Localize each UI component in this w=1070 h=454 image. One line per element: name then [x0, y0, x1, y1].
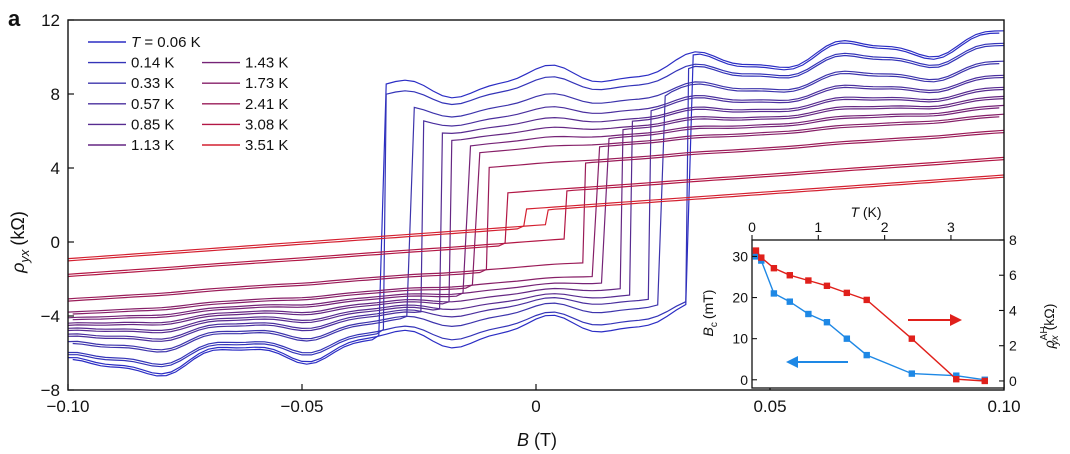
inset-frame: [751, 239, 1005, 389]
red-arrow-head: [950, 314, 962, 326]
curve-backward-0.57 K: [67, 74, 1005, 342]
inset-point-left: [908, 370, 916, 377]
inset-point-right: [805, 277, 812, 284]
inset-left-tick-label: 0: [740, 372, 748, 388]
y-tick-label: 12: [41, 11, 60, 30]
inset-point-left: [953, 372, 960, 379]
legend-label: 2.41 K: [245, 96, 288, 113]
inset-point-left: [786, 298, 793, 305]
x-tick-label: 0: [531, 397, 540, 416]
legend-label: 1.73 K: [245, 75, 288, 92]
inset-left-tick-label: 10: [732, 331, 748, 347]
inset-left-tick-label: 30: [732, 248, 748, 264]
red-arrow: [908, 314, 962, 326]
inset-point-right: [908, 335, 916, 342]
blue-arrow-head: [786, 356, 798, 368]
inset-point-right: [981, 377, 988, 385]
curve-forward-3.08 K: [67, 159, 1005, 275]
inset-x-tick-label: 0: [748, 219, 756, 235]
legend-label: 0.33 K: [131, 75, 174, 92]
legend-label: T = 0.06 K: [131, 34, 201, 51]
curve-backward-3.51 K: [67, 174, 1005, 262]
curve-backward-2.41 K: [67, 129, 1005, 302]
y-tick-label: 0: [51, 233, 60, 252]
y-tick-label: 4: [51, 159, 60, 178]
inset-point-right: [752, 247, 760, 254]
inset-point-right: [863, 296, 870, 304]
curve-forward-2.41 K: [67, 132, 1005, 300]
curve-forward-0.14 K: [68, 44, 1005, 366]
inset-left-axis-label: Bc(mT): [700, 290, 720, 337]
inset-x-tick-label: 3: [947, 219, 955, 235]
y-axis-label: ρyx(kΩ): [8, 211, 32, 274]
inset-point-left: [863, 351, 870, 359]
curve-backward-3.08 K: [67, 156, 1005, 278]
legend-label: 0.57 K: [131, 96, 174, 113]
inset-point-right: [770, 264, 778, 272]
curve-backward-1.43 K: [72, 104, 1005, 321]
curve-backward-1.73 K: [72, 113, 1005, 315]
curve-forward-0.85 K: [67, 88, 1005, 331]
legend-label: 0.14 K: [131, 55, 174, 72]
curve-backward-0.33 K: [72, 60, 1005, 353]
inset-right-tick-label: 6: [1009, 267, 1017, 283]
legend-label: 1.43 K: [245, 55, 288, 72]
legend-label: 1.13 K: [131, 137, 174, 154]
y-tick-label: −8: [41, 381, 60, 400]
curve-forward-0.06 K: [67, 32, 1000, 375]
inset-left-tick-label: 20: [732, 290, 748, 306]
inset-point-right: [843, 289, 851, 297]
inset-marks: [752, 247, 988, 385]
inset-right-tick-label: 8: [1009, 232, 1017, 248]
x-tick-label: 0.10: [987, 397, 1020, 416]
legend-label: 3.08 K: [245, 116, 288, 133]
inset-point-right: [823, 282, 831, 290]
inset-point-right: [953, 375, 960, 383]
legend-label: 3.51 K: [245, 137, 288, 154]
curve-forward-1.73 K: [67, 116, 1000, 313]
inset-point-left: [843, 335, 851, 342]
curve-backward-0.14 K: [68, 42, 1005, 368]
inset-x-axis-label: T (K): [850, 204, 881, 220]
x-axis-label: B (T): [517, 430, 557, 450]
curve-backward-1.13 K: [67, 95, 1005, 326]
y-tick-label: 8: [51, 85, 60, 104]
x-tick-label: −0.05: [280, 397, 323, 416]
curve-forward-0.33 K: [67, 63, 1000, 351]
inset-right-axis-label: ρAHyx(kΩ): [1039, 304, 1061, 350]
inset-right-tick-label: 2: [1009, 338, 1017, 354]
inset-right-tick-label: 4: [1009, 302, 1017, 318]
inset-x-tick-label: 1: [814, 219, 822, 235]
curve-backward-0.06 K: [72, 30, 1005, 377]
inset-right-tick-label: 0: [1009, 373, 1017, 389]
curve-forward-1.13 K: [67, 98, 1005, 324]
x-tick-label: 0.05: [753, 397, 786, 416]
inset-point-right: [758, 254, 765, 261]
main-curves: [67, 30, 1005, 377]
legend-label: 0.85 K: [131, 116, 174, 133]
curve-forward-3.51 K: [67, 176, 1005, 260]
y-tick-label: −4: [41, 307, 60, 326]
inset-point-left: [805, 310, 812, 318]
inset-point-left: [823, 319, 831, 326]
curve-backward-0.85 K: [67, 86, 1005, 334]
blue-arrow: [786, 356, 848, 368]
inset-point-right: [786, 272, 793, 279]
curve-forward-1.43 K: [67, 107, 1000, 319]
inset-x-tick-label: 2: [881, 219, 889, 235]
curve-forward-0.57 K: [67, 76, 1005, 340]
inset-point-left: [770, 290, 778, 297]
inset-background: [752, 240, 1004, 388]
panel-label: a: [8, 6, 21, 31]
x-tick-label: −0.10: [46, 397, 89, 416]
legend: T = 0.06 K 0.14 K 0.33 K 0.57 K 0.85 K 1.13 K…: [88, 34, 288, 154]
